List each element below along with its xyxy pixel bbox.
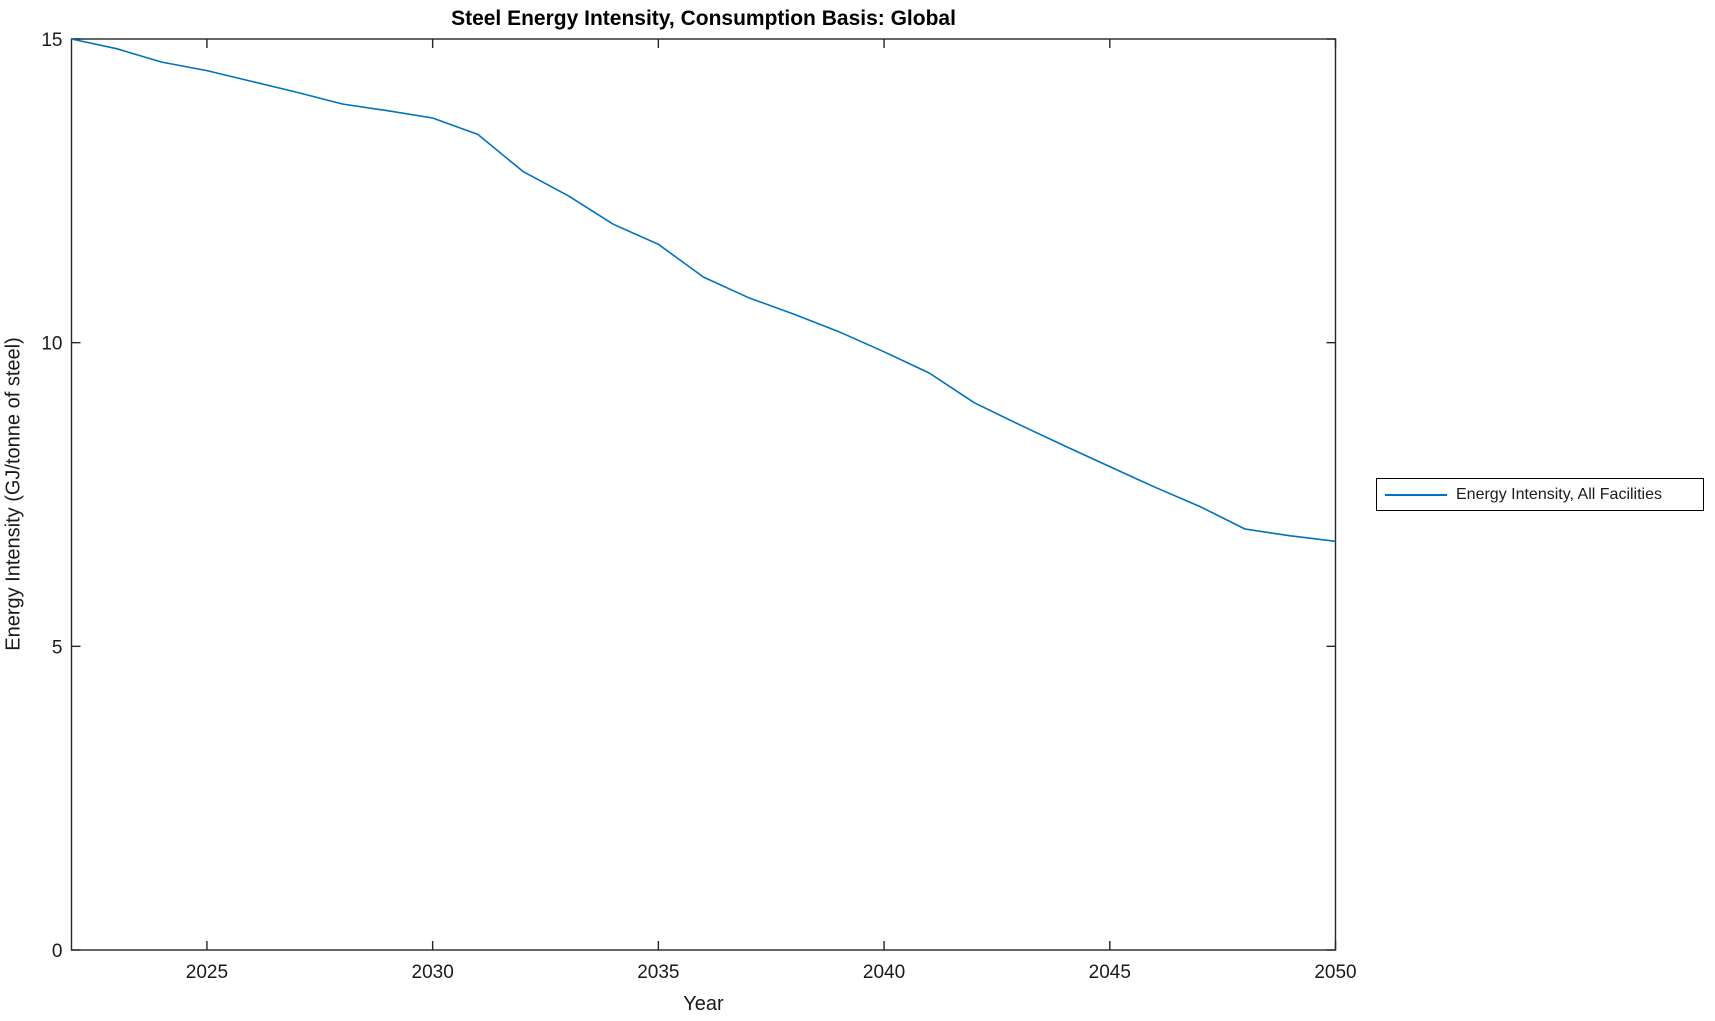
x-tick-label: 2025: [186, 962, 228, 983]
x-tick-label: 2030: [412, 962, 454, 983]
legend: Energy Intensity, All Facilities: [1376, 478, 1704, 511]
x-tick-label: 2045: [1089, 962, 1131, 983]
legend-line-sample-icon: [1385, 493, 1447, 496]
axes-box: [70, 38, 1337, 951]
y-axis-label: Energy Intensity (GJ/tonne of steel): [2, 337, 25, 651]
y-tick-label: 5: [52, 637, 63, 658]
y-tick-label: 15: [41, 30, 62, 51]
y-tick-label: 0: [52, 941, 63, 962]
legend-label: Energy Intensity, All Facilities: [1456, 485, 1663, 503]
data-line: [71, 38, 1336, 543]
y-tick-label: 10: [41, 334, 62, 355]
x-tick-label: 2050: [1314, 962, 1356, 983]
x-axis-label: Year: [683, 993, 724, 1015]
x-tick-label: 2040: [863, 962, 905, 983]
x-tick-label: 2035: [637, 962, 679, 983]
chart-title: Steel Energy Intensity, Consumption Basi…: [451, 7, 956, 30]
